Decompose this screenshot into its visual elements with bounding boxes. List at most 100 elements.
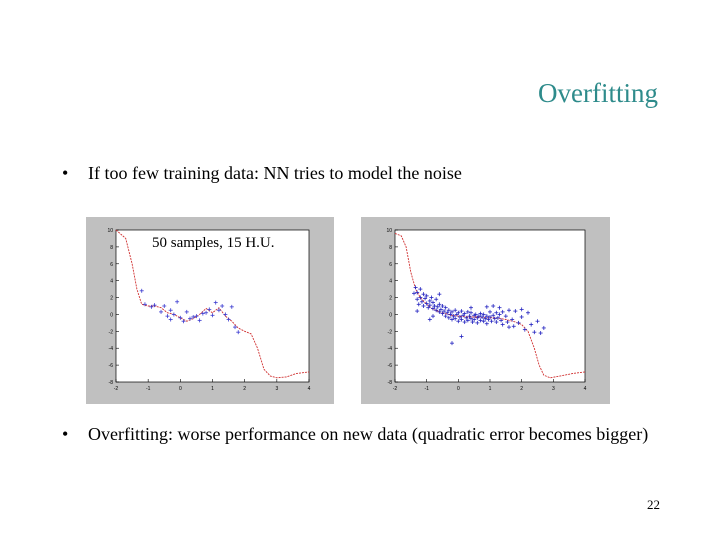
data-point	[423, 296, 428, 301]
data-point	[453, 316, 458, 321]
data-point	[511, 324, 516, 329]
bullet-1-text: If too few training data: NN tries to mo…	[88, 163, 462, 183]
page-number: 22	[647, 497, 660, 512]
x-tick-label: -1	[146, 386, 151, 392]
bullet-1: • If too few training data: NN tries to …	[62, 162, 662, 185]
data-point	[519, 314, 524, 319]
data-point	[483, 316, 488, 321]
data-point	[491, 313, 496, 318]
data-point	[416, 302, 421, 307]
data-point	[510, 317, 515, 322]
data-point	[437, 309, 442, 314]
data-point	[442, 309, 447, 314]
data-point	[443, 314, 448, 319]
data-point	[418, 295, 423, 300]
data-point	[450, 341, 454, 346]
data-point	[469, 316, 473, 321]
x-tick-label: 1	[211, 386, 214, 392]
data-point	[200, 311, 205, 316]
data-point	[494, 320, 499, 325]
y-tick-label: 4	[110, 279, 113, 285]
data-point	[197, 318, 202, 323]
data-point	[162, 304, 167, 308]
x-tick-label: 1	[489, 386, 492, 392]
data-point	[484, 321, 489, 326]
data-point	[431, 300, 435, 305]
data-point	[450, 317, 454, 322]
data-point	[152, 303, 157, 308]
y-tick-label: -8	[109, 380, 114, 386]
data-point	[210, 313, 215, 318]
data-point	[236, 330, 241, 335]
data-point	[497, 312, 502, 317]
y-tick-label: 2	[389, 296, 392, 302]
y-tick-label: -8	[388, 380, 393, 386]
data-point	[412, 291, 416, 296]
x-tick-label: 2	[520, 386, 523, 392]
y-tick-label: 6	[110, 262, 113, 268]
data-point	[522, 327, 527, 332]
data-point	[484, 304, 489, 309]
data-point	[464, 315, 469, 320]
y-tick-label: -2	[388, 329, 393, 335]
data-point	[499, 318, 504, 323]
x-tick-label: -1	[424, 386, 429, 392]
data-point	[475, 320, 480, 325]
data-point	[519, 307, 524, 312]
data-point	[187, 316, 192, 321]
x-tick-label: -2	[393, 386, 398, 392]
y-tick-label: 2	[110, 296, 113, 302]
data-point	[462, 311, 467, 316]
data-point	[532, 330, 537, 335]
data-point	[434, 297, 439, 302]
data-point	[456, 310, 461, 315]
data-point	[418, 287, 423, 292]
y-tick-label: 8	[389, 245, 392, 251]
data-point	[415, 297, 420, 302]
data-point	[462, 320, 467, 325]
y-tick-label: 0	[110, 312, 113, 318]
data-point	[507, 325, 511, 330]
plot-2-frame: -2 -1 0 1 2 3 4 10 8 6 4 2 0 -2 -4 -6 -8	[361, 217, 610, 404]
data-point	[457, 314, 462, 319]
data-point	[494, 310, 499, 315]
data-point	[432, 304, 437, 308]
y-tick-label: -4	[388, 346, 393, 352]
bullet-2: • Overfitting: worse performance on new …	[62, 423, 672, 446]
y-tick-label: 4	[389, 279, 392, 285]
data-point	[507, 308, 511, 313]
x-tick-label: 2	[243, 386, 246, 392]
data-point	[421, 292, 426, 297]
data-point	[440, 304, 445, 308]
data-point	[453, 308, 458, 313]
data-point	[427, 298, 432, 303]
data-point	[431, 306, 435, 311]
data-point	[415, 309, 420, 314]
data-point	[437, 292, 442, 297]
data-point	[488, 309, 492, 314]
data-point	[159, 309, 164, 314]
data-point	[495, 315, 500, 320]
x-tick-label: 0	[179, 386, 182, 392]
data-point	[492, 316, 497, 321]
data-point	[497, 305, 502, 310]
data-point	[516, 320, 521, 325]
data-point	[223, 312, 228, 317]
data-point	[229, 304, 234, 309]
data-point	[535, 319, 540, 324]
data-point	[445, 310, 450, 315]
y-tick-label: 10	[107, 228, 113, 234]
data-point	[204, 310, 209, 315]
data-point	[181, 319, 186, 324]
data-point	[226, 317, 231, 322]
data-point	[437, 302, 442, 307]
data-point	[481, 319, 486, 324]
data-point	[500, 309, 505, 314]
data-point	[459, 317, 464, 322]
data-point	[424, 293, 429, 298]
data-point	[220, 304, 225, 308]
data-point	[459, 309, 464, 314]
data-point	[473, 312, 478, 317]
plot-2: -2 -1 0 1 2 3 4 10 8 6 4 2 0 -2 -4 -6 -8	[386, 228, 586, 392]
data-point	[191, 314, 196, 319]
